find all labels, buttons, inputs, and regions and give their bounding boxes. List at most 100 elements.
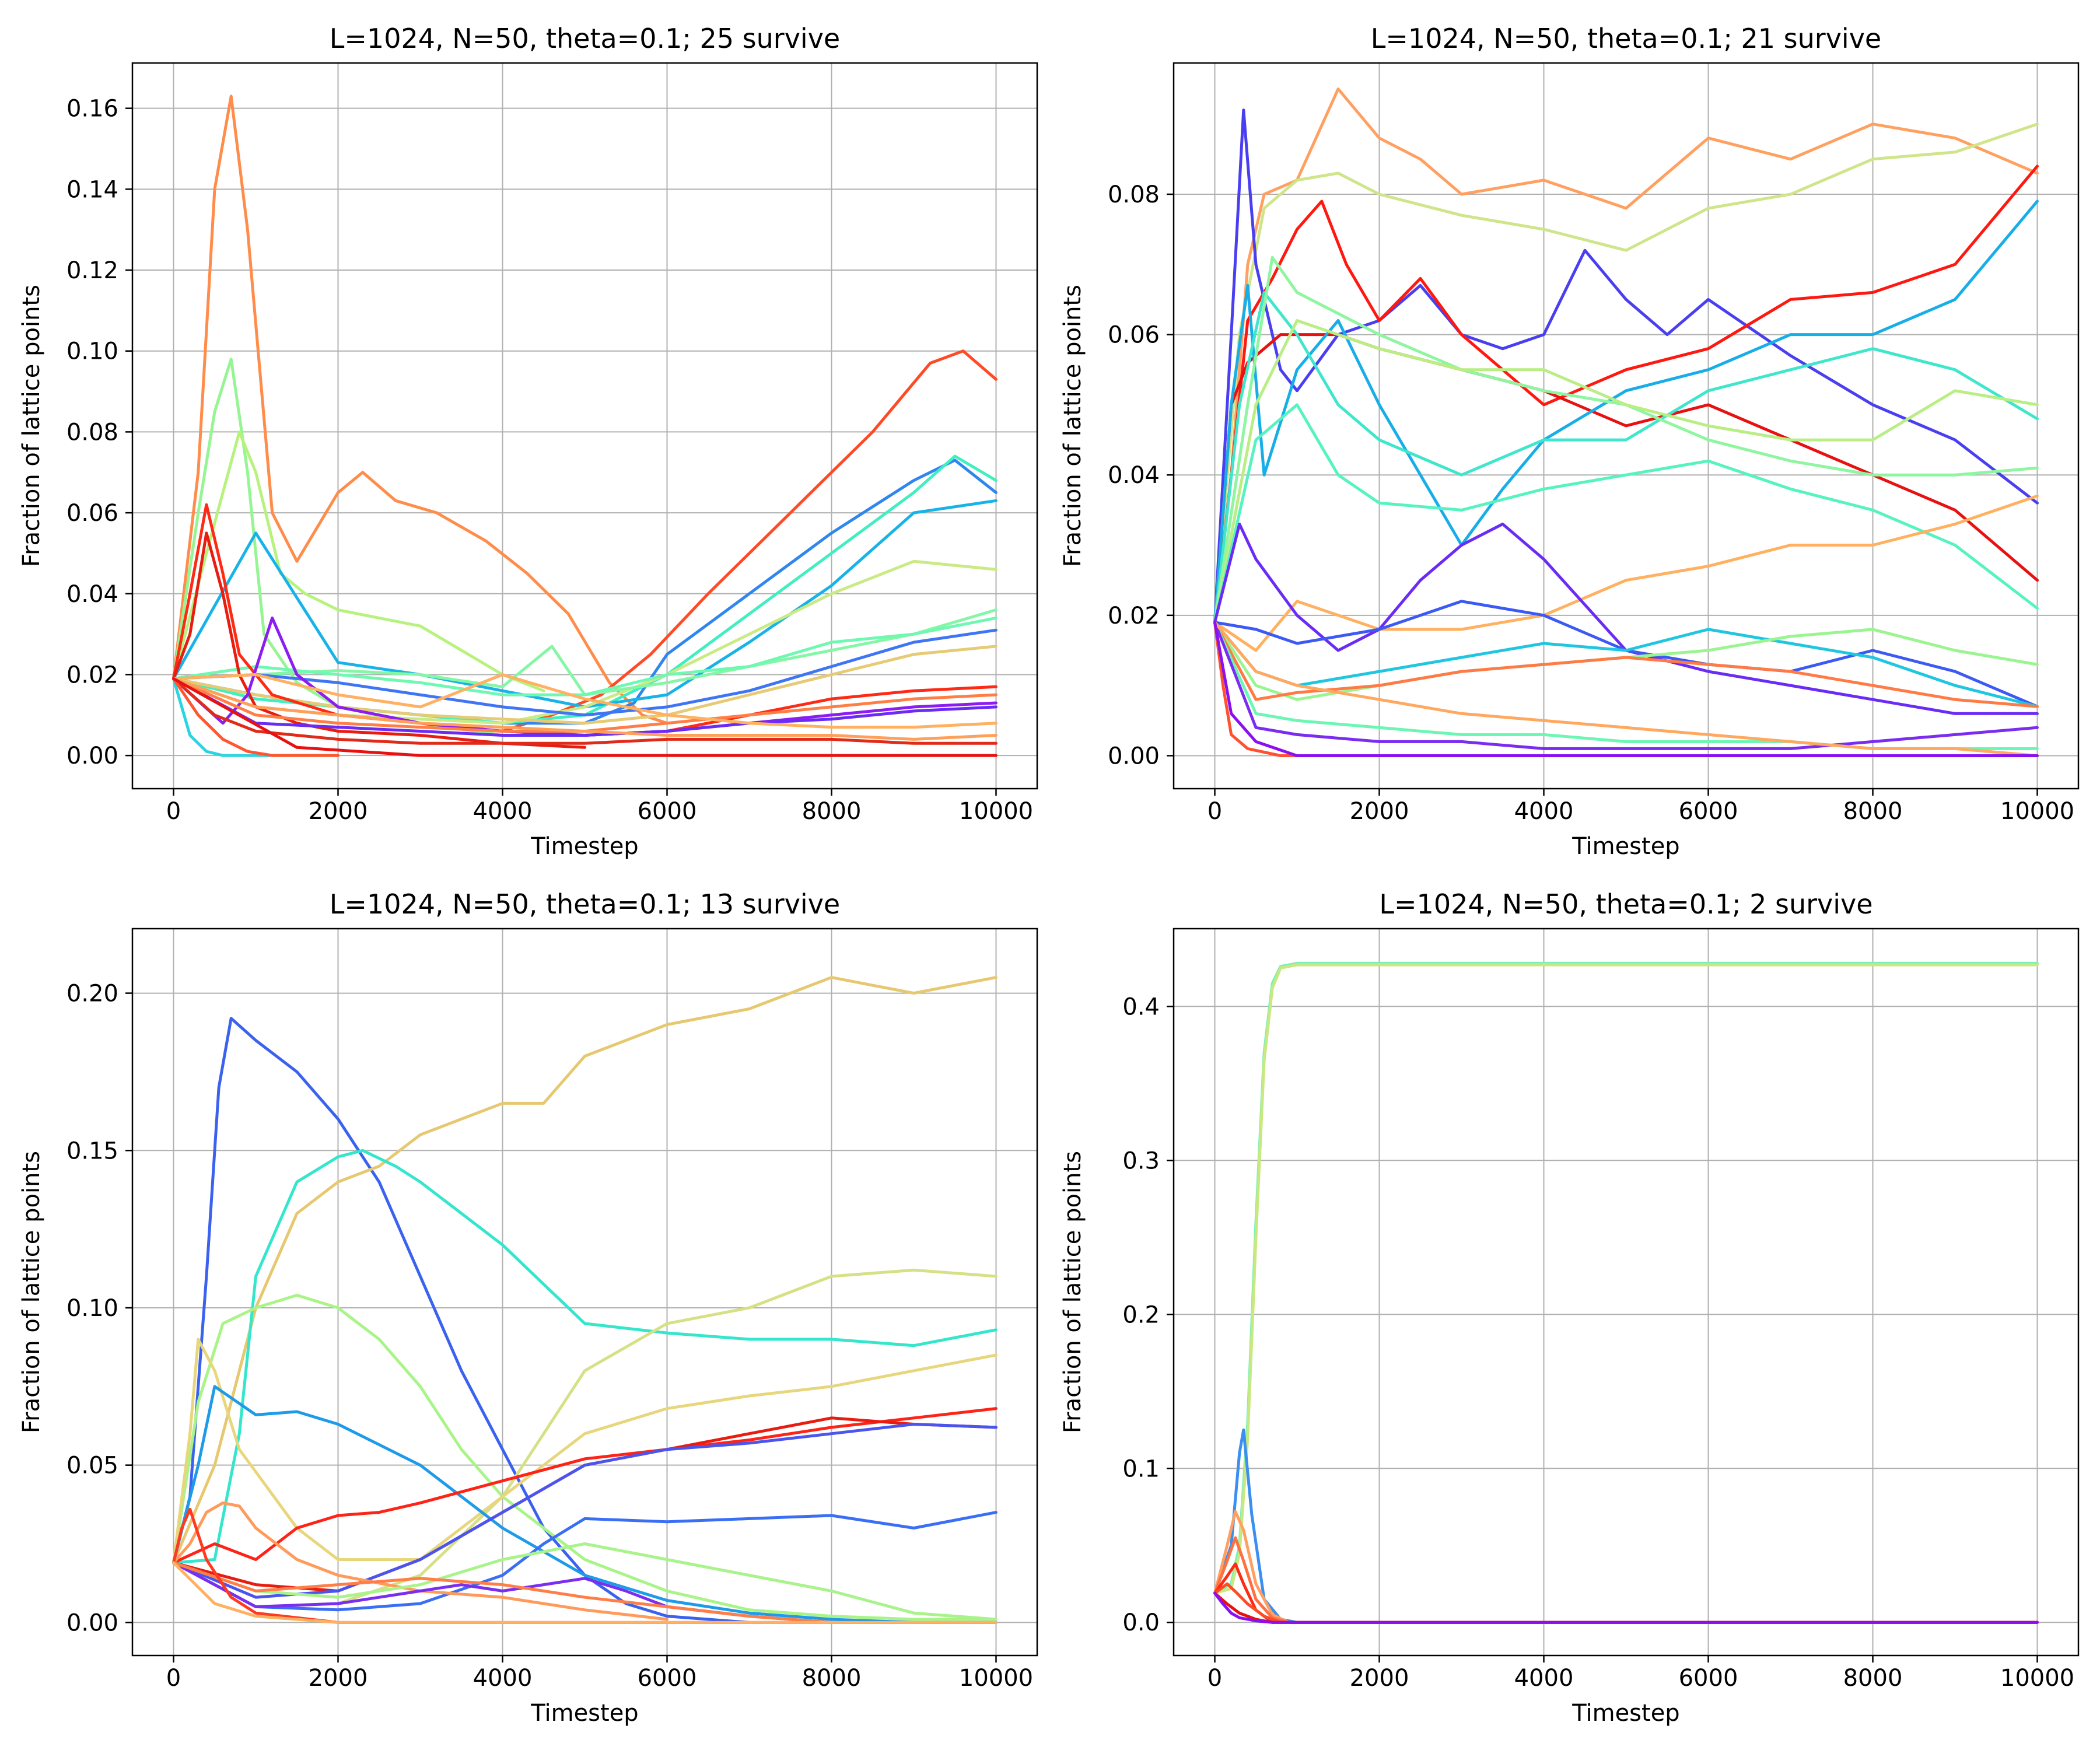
series-line-2-0 — [1213, 88, 2039, 624]
series-line-2-12 — [1213, 600, 2039, 708]
y-tick-label-1-7: 0.14 — [66, 176, 118, 203]
x-tick-label-1-4: 8000 — [802, 798, 862, 825]
series-line-3-1 — [172, 976, 998, 1564]
x-tick-label-3-5: 10000 — [959, 1665, 1033, 1692]
series-line-3-6 — [172, 1385, 998, 1624]
series-line-2-8 — [1213, 319, 2039, 624]
series-line-1-14 — [172, 616, 998, 737]
x-tick-label-2-1: 2000 — [1350, 798, 1409, 825]
series-line-1-17 — [172, 673, 998, 729]
y-tick-label-4-2: 0.2 — [1122, 1301, 1160, 1328]
series-line-4-1 — [1213, 963, 2039, 1595]
series-line-1-18 — [172, 677, 998, 741]
y-tick-label-3-0: 0.00 — [66, 1609, 118, 1636]
ticks-2: 0 2000 4000 6000 8000 10000 0.00 0.02 0.04 0.06 0.… — [1108, 181, 2074, 825]
series-line-3-10 — [172, 1511, 998, 1612]
y-tick-label-4-3: 0.3 — [1122, 1147, 1160, 1174]
series-line-1-15 — [172, 677, 998, 737]
series-line-2-2 — [1213, 108, 2039, 624]
y-tick-label-2-2: 0.04 — [1108, 462, 1160, 489]
y-tick-label-1-0: 0.00 — [66, 743, 118, 769]
y-tick-label-1-4: 0.08 — [66, 419, 118, 446]
chart-panel-1: 0 2000 4000 6000 8000 10000 0.00 0.02 0.04 0.06 0.… — [18, 23, 1038, 860]
series-line-2-9 — [1213, 403, 2039, 624]
x-tick-label-1-3: 6000 — [638, 798, 697, 825]
y-tick-label-2-4: 0.08 — [1108, 181, 1160, 208]
series-line-2-6 — [1213, 290, 2039, 624]
y-tick-label-3-3: 0.15 — [66, 1138, 118, 1164]
chart-title-2: L=1024, N=50, theta=0.1; 21 survive — [1371, 23, 1881, 54]
series-line-3-4 — [172, 1293, 998, 1621]
y-tick-label-1-3: 0.06 — [66, 500, 118, 527]
x-tick-label-2-0: 0 — [1208, 798, 1222, 825]
y-tick-label-4-1: 0.1 — [1122, 1455, 1160, 1482]
series-line-1-8 — [172, 608, 998, 696]
x-axis-label-1: Timestep — [530, 833, 638, 860]
x-tick-label-2-5: 10000 — [2000, 798, 2074, 825]
axes-frame-3 — [131, 928, 1038, 1657]
series-line-2-18 — [1213, 621, 2039, 757]
y-tick-label-2-3: 0.06 — [1108, 322, 1160, 349]
series-line-1-22 — [172, 677, 998, 757]
y-tick-label-1-6: 0.12 — [66, 257, 118, 284]
x-tick-label-3-1: 2000 — [309, 1665, 368, 1692]
y-tick-label-2-1: 0.02 — [1108, 603, 1160, 629]
x-tick-label-3-2: 4000 — [473, 1665, 533, 1692]
series-lines-1 — [172, 94, 998, 757]
x-tick-label-1-5: 10000 — [959, 798, 1033, 825]
x-tick-label-4-4: 8000 — [1843, 1665, 1903, 1692]
series-lines-2 — [1213, 88, 2039, 757]
y-axis-label-4: Fraction of lattice points — [1059, 1151, 1086, 1433]
x-tick-label-1-0: 0 — [166, 798, 181, 825]
series-line-1-10 — [172, 628, 998, 717]
y-tick-label-1-1: 0.02 — [66, 662, 118, 688]
series-line-3-7 — [172, 1407, 998, 1564]
ticks-3: 0 2000 4000 6000 8000 10000 0.00 0.05 0.10 0.15 0.… — [66, 981, 1033, 1692]
series-line-3-2 — [172, 1149, 998, 1564]
chart-title-3: L=1024, N=50, theta=0.1; 13 survive — [330, 888, 840, 920]
y-tick-label-3-4: 0.20 — [66, 981, 118, 1007]
y-tick-label-2-0: 0.00 — [1108, 743, 1160, 769]
series-line-1-9 — [172, 616, 998, 696]
series-line-1-11 — [172, 645, 998, 725]
x-axis-label-4: Timestep — [1572, 1700, 1679, 1727]
x-tick-label-1-1: 2000 — [309, 798, 368, 825]
y-tick-label-1-5: 0.10 — [66, 338, 118, 365]
series-line-1-19 — [172, 677, 998, 745]
series-line-3-14 — [172, 1561, 833, 1624]
x-axis-label-3: Timestep — [530, 1700, 638, 1727]
series-lines-3 — [172, 976, 998, 1624]
x-tick-label-4-0: 0 — [1208, 1665, 1222, 1692]
x-tick-label-3-4: 8000 — [802, 1665, 862, 1692]
series-line-3-9 — [172, 1423, 998, 1599]
axes-frame-1 — [131, 62, 1038, 790]
chart-panel-3: 0 2000 4000 6000 8000 10000 0.00 0.05 0.10 0.15 0.… — [18, 888, 1038, 1727]
gridlines-3 — [132, 929, 1037, 1656]
y-tick-label-3-2: 0.10 — [66, 1295, 118, 1322]
series-line-3-12 — [172, 1542, 998, 1621]
y-tick-label-4-4: 0.4 — [1122, 993, 1160, 1020]
chart-title-4: L=1024, N=50, theta=0.1; 2 survive — [1379, 888, 1873, 920]
series-line-2-11 — [1213, 522, 2039, 715]
x-tick-label-1-2: 4000 — [473, 798, 533, 825]
y-axis-label-2: Fraction of lattice points — [1059, 285, 1086, 567]
axes-frame-4 — [1172, 928, 2080, 1657]
y-axis-label-1: Fraction of lattice points — [18, 285, 45, 567]
series-line-1-20 — [172, 677, 340, 757]
series-line-2-17 — [1213, 621, 2039, 750]
gridlines-4 — [1174, 929, 2078, 1656]
x-axis-label-2: Timestep — [1572, 833, 1679, 860]
series-line-2-1 — [1213, 123, 2039, 624]
series-line-3-11 — [172, 1501, 668, 1621]
x-tick-label-2-4: 8000 — [1843, 798, 1903, 825]
x-tick-label-4-3: 6000 — [1679, 1665, 1738, 1692]
chart-panel-4: 0 2000 4000 6000 8000 10000 0.0 0.1 0.2 0.3 0.4 L=… — [1059, 888, 2080, 1727]
axes-frame-2 — [1172, 62, 2080, 790]
series-lines-4 — [1213, 961, 2039, 1624]
series-line-2-15 — [1213, 621, 2039, 708]
x-tick-label-3-0: 0 — [166, 1665, 181, 1692]
ticks-4: 0 2000 4000 6000 8000 10000 0.0 0.1 0.2 0.3 0.4 — [1122, 993, 2074, 1692]
x-tick-label-3-3: 6000 — [638, 1665, 697, 1692]
